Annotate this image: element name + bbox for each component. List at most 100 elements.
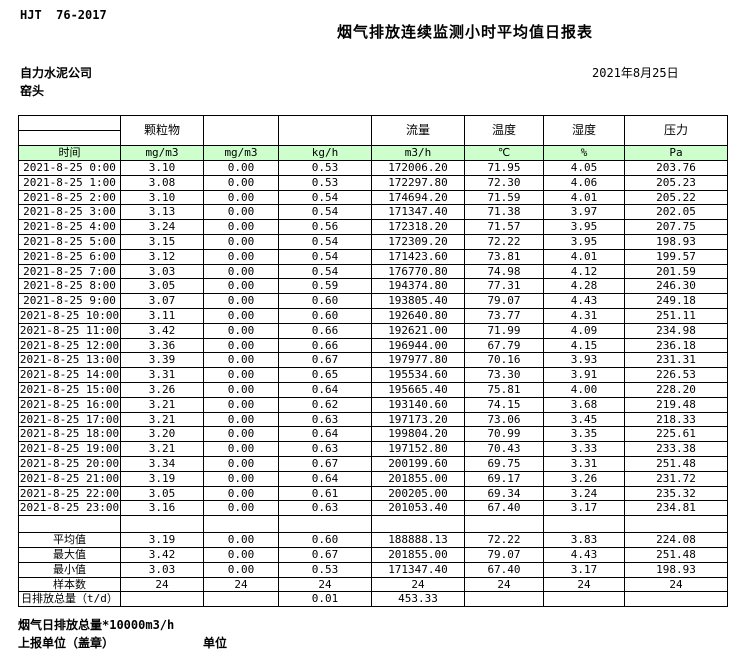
value-cell: 201053.40 [371, 500, 465, 517]
value-cell: 0.54 [278, 248, 372, 265]
value-cell: 75.81 [464, 381, 544, 398]
value-cell: 171423.60 [371, 248, 465, 265]
value-cell: 0.00 [203, 485, 279, 502]
value-cell: 198.93 [624, 233, 728, 250]
value-cell: 3.97 [543, 204, 625, 221]
total-body: 日排放总量（t/d） 0.01 453.33 [18, 591, 728, 608]
data-row: 2021-8-25 15:00 3.26 0.00 0.64 195665.40 75.8… [18, 381, 728, 398]
row-label-cell: 2021-8-25 18:00 [18, 426, 121, 443]
value-cell: 4.01 [543, 248, 625, 265]
value-cell: 193805.40 [371, 293, 465, 309]
value-cell: 0.00 [203, 337, 279, 354]
value-cell: 4.06 [543, 174, 625, 191]
value-cell: 3.07 [120, 293, 204, 309]
value-cell: 197152.80 [371, 441, 465, 457]
value-cell: 201.59 [624, 263, 728, 280]
value-cell: 207.75 [624, 219, 728, 235]
data-row: 2021-8-25 6:00 3.12 0.00 0.54 171423.60 73.81… [18, 248, 728, 265]
header-blank-top-cell [18, 115, 121, 131]
summary-row: 平均值 3.19 0.00 0.60 188888.13 72.22 3.83 224.08 [18, 532, 728, 548]
report-date: 2021年8月25日 [592, 66, 679, 80]
value-cell: 236.18 [624, 337, 728, 354]
row-label-cell: 2021-8-25 14:00 [18, 367, 121, 383]
value-cell: 0.60 [278, 307, 372, 324]
value-cell: 197173.20 [371, 411, 465, 428]
unit-label: 单位 [203, 636, 228, 650]
data-row: 2021-8-25 18:00 3.20 0.00 0.64 199804.20 70.9… [18, 426, 728, 443]
value-cell: 233.38 [624, 441, 728, 457]
value-cell: 3.45 [543, 411, 625, 428]
value-cell: 234.98 [624, 322, 728, 339]
row-label-cell: 2021-8-25 3:00 [18, 204, 121, 221]
row-label-cell: 2021-8-25 1:00 [18, 174, 121, 191]
data-row: 2021-8-25 5:00 3.15 0.00 0.54 172309.20 72.22… [18, 233, 728, 250]
value-cell: 24 [203, 576, 279, 593]
value-cell: 3.26 [120, 381, 204, 398]
data-row: 2021-8-25 20:00 3.34 0.00 0.67 200199.60 69.7… [18, 455, 728, 472]
value-cell: 224.08 [624, 532, 728, 548]
row-label-cell: 2021-8-25 6:00 [18, 248, 121, 265]
value-cell: 0.64 [278, 426, 372, 443]
value-cell: 0.00 [203, 160, 279, 176]
value-cell: 228.20 [624, 381, 728, 398]
value-cell: 3.35 [543, 426, 625, 443]
value-cell: 3.13 [120, 204, 204, 221]
value-cell: 4.01 [543, 189, 625, 206]
value-cell: 72.22 [464, 233, 544, 250]
value-cell: 0.66 [278, 337, 372, 354]
data-row: 2021-8-25 16:00 3.21 0.00 0.62 193140.60 74.1… [18, 396, 728, 413]
value-cell: 0.00 [203, 396, 279, 413]
value-cell: 171347.40 [371, 561, 465, 578]
row-label-cell: 平均值 [18, 532, 121, 548]
value-cell: 0.63 [278, 441, 372, 457]
unit-flow: m3/h [371, 145, 465, 161]
value-cell: 0.64 [278, 381, 372, 398]
value-cell: 0.60 [278, 293, 372, 309]
value-cell: 67.79 [464, 337, 544, 354]
value-cell: 205.23 [624, 174, 728, 191]
value-cell: 0.67 [278, 455, 372, 472]
value-cell: 0.67 [278, 546, 372, 563]
row-label-cell: 2021-8-25 15:00 [18, 381, 121, 398]
value-cell: 0.00 [203, 470, 279, 487]
value-cell: 74.98 [464, 263, 544, 280]
value-cell: 0.00 [203, 441, 279, 457]
value-cell: 195665.40 [371, 381, 465, 398]
table-header: 颗粒物 流量 温度 湿度 压力 时间 mg/m3 mg/m3 kg/h m3/h… [18, 115, 728, 161]
row-label-cell: 2021-8-25 17:00 [18, 411, 121, 428]
unit-kgh: kg/h [278, 145, 372, 161]
data-row: 2021-8-25 7:00 3.03 0.00 0.54 176770.80 74.98… [18, 263, 728, 280]
value-cell: 3.42 [120, 322, 204, 339]
value-cell: 77.31 [464, 278, 544, 295]
row-label-cell: 2021-8-25 4:00 [18, 219, 121, 235]
value-cell: 0.63 [278, 411, 372, 428]
col-header-humidity: 湿度 [543, 115, 625, 146]
value-cell: 4.15 [543, 337, 625, 354]
value-cell: 249.18 [624, 293, 728, 309]
value-cell: 72.22 [464, 532, 544, 548]
row-label-cell: 最大值 [18, 546, 121, 563]
row-label-cell: 2021-8-25 5:00 [18, 233, 121, 250]
standard-code: HJT 76-2017 [20, 8, 107, 22]
value-cell: 3.05 [120, 278, 204, 295]
value-cell: 235.32 [624, 485, 728, 502]
value-cell: 0.00 [203, 367, 279, 383]
value-cell: 0.00 [203, 411, 279, 428]
value-cell: 73.30 [464, 367, 544, 383]
value-cell: 74.15 [464, 396, 544, 413]
value-cell: 0.00 [203, 263, 279, 280]
value-cell: 3.42 [120, 546, 204, 563]
data-row: 2021-8-25 12:00 3.36 0.00 0.66 196944.00 67.7… [18, 337, 728, 354]
value-cell: 3.24 [120, 219, 204, 235]
value-cell: 251.48 [624, 455, 728, 472]
unit-col3: mg/m3 [203, 145, 279, 161]
value-cell: 192640.80 [371, 307, 465, 324]
value-cell: 0.00 [203, 455, 279, 472]
total-row-label: 日排放总量（t/d） [18, 591, 121, 608]
value-cell: 0.54 [278, 189, 372, 206]
value-cell: 70.16 [464, 352, 544, 369]
value-cell: 201855.00 [371, 546, 465, 563]
value-cell: 0.56 [278, 219, 372, 235]
value-cell: 0.00 [203, 278, 279, 295]
value-cell: 79.07 [464, 293, 544, 309]
